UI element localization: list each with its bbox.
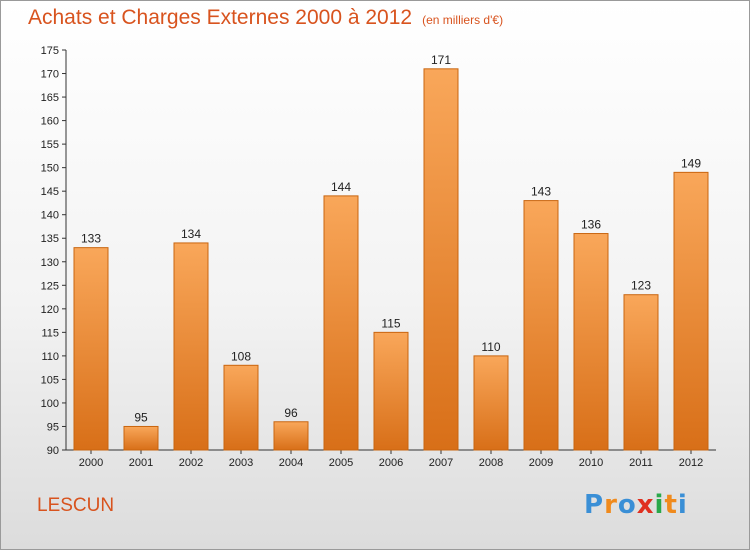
logo-letter: i bbox=[677, 490, 688, 520]
x-tick-label: 2009 bbox=[529, 457, 553, 469]
x-tick-label: 2003 bbox=[229, 457, 253, 469]
commune-name: LESCUN bbox=[37, 495, 115, 516]
x-tick-label: 2007 bbox=[429, 457, 453, 469]
x-tick-label: 2011 bbox=[629, 457, 653, 469]
y-tick-label: 150 bbox=[41, 163, 59, 175]
bar-value-label: 171 bbox=[431, 53, 451, 67]
y-tick-label: 175 bbox=[41, 45, 59, 57]
bar-value-label: 133 bbox=[81, 232, 101, 246]
y-tick-label: 155 bbox=[41, 139, 59, 151]
y-tick-label: 130 bbox=[41, 257, 59, 269]
y-tick-label: 115 bbox=[41, 327, 59, 339]
y-tick-label: 135 bbox=[41, 233, 59, 245]
logo-letter: o bbox=[617, 490, 637, 520]
y-tick-label: 90 bbox=[47, 445, 59, 457]
y-tick-label: 105 bbox=[41, 374, 59, 386]
x-tick-label: 2001 bbox=[129, 457, 153, 469]
y-axis: 90 95 100 105 110 115 120 125 130 135 140 145 150 155… bbox=[41, 45, 67, 457]
bar bbox=[123, 425, 159, 451]
y-tick-label: 110 bbox=[41, 351, 59, 363]
y-tick-label: 165 bbox=[41, 92, 59, 104]
bar bbox=[223, 364, 259, 451]
x-tick-label: 2005 bbox=[329, 457, 353, 469]
logo-letter: P bbox=[584, 490, 605, 520]
y-tick-label: 125 bbox=[41, 280, 59, 292]
logo-letter: t bbox=[664, 490, 678, 520]
bar-value-label: 96 bbox=[284, 406, 298, 420]
y-tick-label: 170 bbox=[41, 69, 59, 81]
x-tick-label: 2008 bbox=[479, 457, 503, 469]
bar bbox=[573, 233, 609, 451]
bar bbox=[173, 242, 209, 451]
y-tick-label: 120 bbox=[41, 304, 59, 316]
y-tick-label: 95 bbox=[47, 421, 59, 433]
bar-value-label: 123 bbox=[631, 279, 651, 293]
bars: 133 95 134 108 96 144 115 171 110 143 136 123 149 bbox=[73, 53, 709, 451]
proxiti-logo: Proxiti bbox=[584, 490, 688, 520]
bar bbox=[323, 195, 359, 451]
x-axis: 2000 2001 2002 2003 2004 2005 2006 2007 2008 2009… bbox=[66, 449, 716, 469]
chart-title-unit: (en milliers d'€) bbox=[422, 13, 504, 27]
x-tick-label: 2004 bbox=[279, 457, 303, 469]
logo-letter: x bbox=[636, 490, 655, 520]
bar-value-label: 136 bbox=[581, 218, 601, 232]
y-tick-label: 100 bbox=[41, 398, 59, 410]
bar bbox=[473, 355, 509, 451]
chart-title-main: Achats et Charges Externes 2000 à 2012 bbox=[28, 6, 413, 29]
y-tick-label: 140 bbox=[41, 210, 59, 222]
bar bbox=[623, 294, 659, 451]
bar bbox=[373, 331, 409, 451]
x-tick-label: 2000 bbox=[79, 457, 103, 469]
bar bbox=[423, 68, 459, 451]
bar bbox=[273, 421, 309, 451]
bar bbox=[523, 200, 559, 451]
x-tick-label: 2010 bbox=[579, 457, 603, 469]
bar bbox=[673, 171, 709, 451]
bar-value-label: 134 bbox=[181, 227, 201, 241]
y-tick-label: 145 bbox=[41, 186, 59, 198]
bar-value-label: 108 bbox=[231, 349, 251, 363]
x-tick-label: 2002 bbox=[179, 457, 203, 469]
bar-value-label: 110 bbox=[481, 340, 500, 354]
bar-value-label: 144 bbox=[331, 180, 351, 194]
bar-value-label: 115 bbox=[381, 316, 400, 330]
x-tick-label: 2012 bbox=[679, 457, 703, 469]
bar-value-label: 149 bbox=[681, 156, 701, 170]
bar-value-label: 143 bbox=[531, 185, 551, 199]
chart-title: Achats et Charges Externes 2000 à 2012 (e… bbox=[28, 6, 503, 30]
logo-letter: r bbox=[604, 490, 618, 520]
y-tick-label: 160 bbox=[41, 116, 59, 128]
x-tick-label: 2006 bbox=[379, 457, 403, 469]
logo-letter: i bbox=[654, 490, 665, 520]
bar-value-label: 95 bbox=[134, 410, 148, 424]
bar bbox=[73, 247, 109, 451]
